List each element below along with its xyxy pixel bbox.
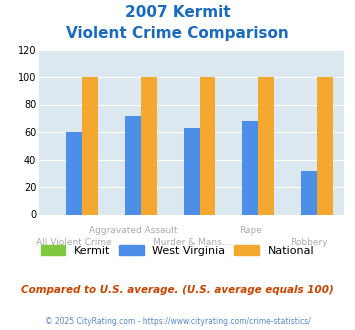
- Bar: [66, 132, 82, 214]
- Text: All Violent Crime: All Violent Crime: [37, 238, 112, 247]
- Text: Robbery: Robbery: [290, 238, 328, 247]
- Bar: [184, 128, 200, 214]
- Bar: [125, 115, 141, 214]
- Text: Compared to U.S. average. (U.S. average equals 100): Compared to U.S. average. (U.S. average …: [21, 285, 334, 295]
- Text: 2007 Kermit: 2007 Kermit: [125, 5, 230, 20]
- Bar: [141, 77, 157, 214]
- Text: Rape: Rape: [239, 226, 262, 235]
- Text: Aggravated Assault: Aggravated Assault: [89, 226, 177, 235]
- Bar: [242, 121, 258, 214]
- Text: Murder & Mans...: Murder & Mans...: [153, 238, 230, 247]
- Text: © 2025 CityRating.com - https://www.cityrating.com/crime-statistics/: © 2025 CityRating.com - https://www.city…: [45, 317, 310, 326]
- Bar: [317, 77, 333, 214]
- Bar: [301, 171, 317, 214]
- Text: Violent Crime Comparison: Violent Crime Comparison: [66, 26, 289, 41]
- Legend: Kermit, West Virginia, National: Kermit, West Virginia, National: [36, 240, 319, 260]
- Bar: [258, 77, 274, 214]
- Bar: [200, 77, 215, 214]
- Bar: [82, 77, 98, 214]
